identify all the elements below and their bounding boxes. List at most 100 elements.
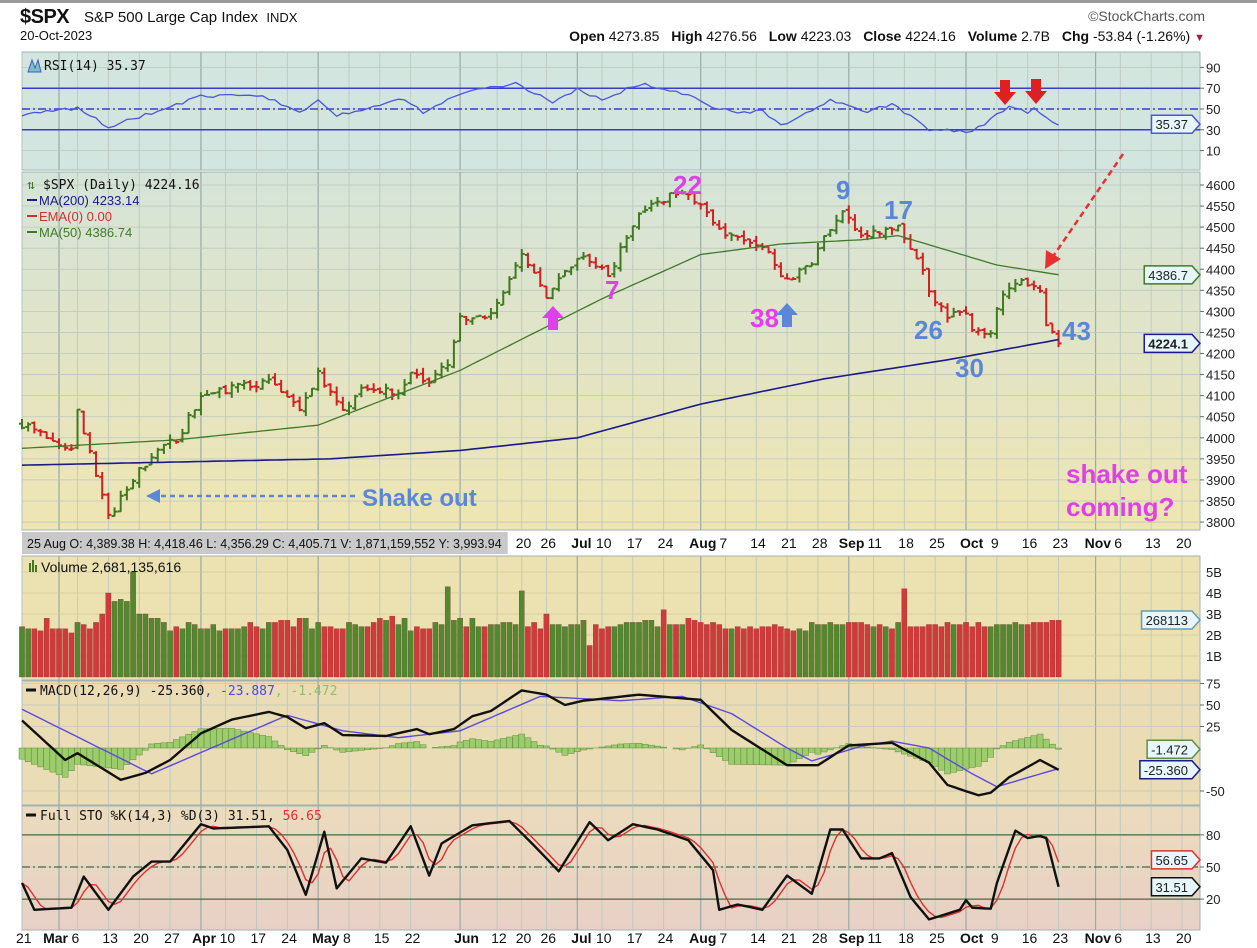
sto-legend: Full STO %K(14,3) %D(3) 31.51, 56.65: [26, 809, 322, 824]
price-bar: [197, 392, 204, 416]
volume-bar: [451, 620, 457, 678]
price-bar: [617, 242, 624, 272]
price-bar: [605, 264, 612, 278]
volume-bar: [506, 622, 513, 678]
volume-bar: [222, 628, 229, 678]
price-bar: [80, 410, 87, 435]
price-bar: [802, 264, 809, 275]
volume-bar: [247, 622, 254, 678]
price-bar: [271, 373, 278, 386]
date-tick-label: Mar: [43, 930, 68, 946]
macd-histogram-bar: [43, 747, 50, 770]
price-bar: [253, 380, 260, 393]
price-axis-label: 4350: [1206, 283, 1235, 298]
macd-histogram-bar: [68, 747, 75, 771]
volume-label: Volume: [967, 28, 1018, 44]
price-bar: [568, 266, 575, 276]
macd-histogram-bar: [1005, 741, 1013, 749]
macd-hist-value-tag-text: -1.472: [1151, 742, 1188, 757]
date-tick-label: 14: [750, 930, 766, 946]
date-tick-label: 6: [72, 930, 80, 946]
macd-histogram-bar: [808, 747, 816, 753]
price-bar: [753, 235, 760, 251]
date-tick-label: 24: [281, 930, 297, 946]
date-tick-label: Jul: [571, 930, 591, 946]
price-bar: [919, 252, 926, 275]
macd-histogram-bar: [752, 747, 760, 765]
date-tick-label: Sep: [839, 930, 865, 946]
volume-bar: [154, 618, 161, 678]
price-axis-label: 3850: [1206, 494, 1235, 509]
volume-bar: [722, 628, 729, 678]
volume-bar: [771, 624, 778, 678]
volume-bar: [395, 624, 402, 678]
macd-histogram-bar: [555, 747, 563, 753]
macd-axis-label: 75: [1206, 677, 1220, 692]
price-bar: [389, 388, 396, 401]
price-bar: [160, 443, 167, 455]
annotation-30: 30: [955, 353, 984, 383]
ma200-legend-text: MA(200) 4233.14: [39, 193, 139, 208]
volume-bar: [253, 626, 260, 678]
volume-bar: [519, 590, 525, 678]
volume-bar: [259, 628, 266, 678]
macd-histogram-bar: [981, 747, 988, 763]
volume-bar: [463, 626, 469, 678]
price-bar: [839, 210, 846, 224]
annotation-shake-out-coming-2: coming?: [1066, 492, 1174, 522]
date-tick-label: 15: [374, 930, 390, 946]
macd-histogram-bar: [222, 728, 229, 749]
price-bar: [697, 202, 704, 210]
macd-histogram-bar: [160, 742, 168, 749]
date-tick-label: 7: [719, 535, 727, 551]
price-bar: [586, 253, 593, 267]
macd-histogram-bar: [284, 747, 291, 750]
volume-bar: [648, 620, 655, 678]
macd-histogram-bar: [142, 747, 149, 751]
sto-k-line: [20, 819, 1060, 921]
volume-bar: [580, 620, 587, 678]
volume-bar: [549, 624, 556, 678]
rsi-value-tag-box: [1150, 114, 1202, 134]
price-bar: [494, 298, 501, 319]
volume-bar: [642, 620, 648, 678]
price-bar: [642, 205, 649, 213]
volume-bar: [685, 618, 692, 678]
macd-histogram-bar: [339, 747, 347, 753]
rsi-legend: RSI(14) 35.37: [27, 58, 146, 74]
volume-bar: [710, 622, 716, 678]
macd-histogram-bar: [1018, 738, 1025, 749]
date-tick-label: Jul: [571, 535, 591, 551]
price-bar: [228, 381, 235, 398]
sto-axis-label: 50: [1206, 860, 1220, 875]
volume-bar: [87, 628, 93, 678]
volume-bar: [599, 628, 605, 678]
rsi-value-tag-text: 35.37: [1155, 117, 1188, 132]
volume-bar: [691, 620, 698, 678]
price-panel[interactable]: [21, 171, 1201, 531]
macd-histogram-bar: [18, 747, 26, 760]
volume-bar: [963, 622, 969, 678]
volume-bar: [438, 624, 445, 678]
price-bar: [308, 387, 315, 398]
price-bar: [130, 478, 137, 490]
price-bar: [265, 373, 272, 384]
volume-bar: [346, 622, 352, 678]
date-tick-label: 11: [867, 930, 882, 946]
annotation-9: 9: [836, 175, 850, 205]
close-value-tag: 4224.1: [1143, 333, 1202, 354]
macd-histogram-bar: [1030, 735, 1038, 749]
red-down-arrow-icon: [1025, 79, 1047, 104]
volume-bar: [457, 618, 463, 678]
macd-histogram-bar: [407, 741, 414, 749]
macd-histogram-bar: [660, 746, 667, 749]
price-bar: [105, 492, 112, 520]
date-tick-label: 10: [596, 535, 612, 551]
volume-axis-label: 4B: [1206, 586, 1222, 601]
rsi-legend-icon: [27, 58, 42, 73]
volume-legend-icon-bar: [35, 565, 37, 572]
date-tick-label: Oct: [960, 930, 984, 946]
price-bar: [1037, 285, 1044, 293]
copyright[interactable]: ©StockCharts.com: [1088, 8, 1205, 24]
macd-histogram-bar: [1024, 737, 1031, 749]
